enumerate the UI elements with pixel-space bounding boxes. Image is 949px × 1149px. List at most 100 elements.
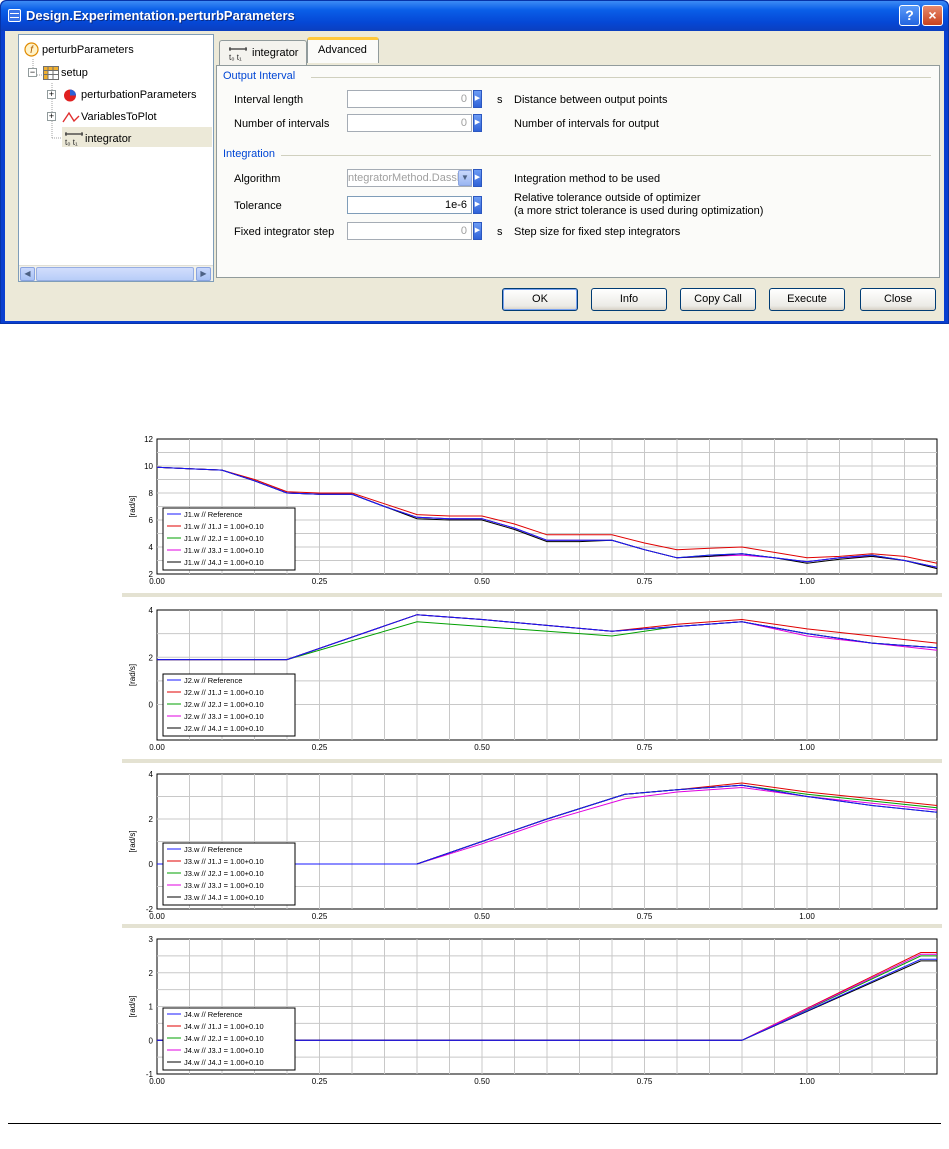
series-line (156, 466, 938, 564)
x-tick-label: 0.00 (149, 912, 165, 921)
legend-entry: J2.w // J4.J = 1.00+0.10 (184, 724, 264, 733)
x-tick-label: 1.00 (799, 912, 815, 921)
number-of-intervals-input[interactable]: 0 (347, 114, 472, 132)
plot-1: 12 10 8 6 4 20.00 0.25 0.50 0.75 1.00 [rad/s] J1.w … (128, 435, 938, 586)
advanced-tab-panel: Output Interval Interval length 0 ▶ s Di… (216, 65, 940, 278)
x-tick-label: 0.75 (637, 743, 653, 752)
x-tick-label: 0.50 (474, 912, 490, 921)
legend-entry: J2.w // J2.J = 1.00+0.10 (184, 700, 264, 709)
y-axis-label: [rad/s] (128, 830, 137, 852)
svg-text:t₀ t₁: t₀ t₁ (229, 53, 242, 62)
x-tick-label: 0.75 (637, 1077, 653, 1086)
legend-entry: J4.w // J3.J = 1.00+0.10 (184, 1046, 264, 1055)
legend-entry: J1.w // Reference (184, 510, 242, 519)
number-of-intervals-menu-arrow-icon[interactable]: ▶ (473, 114, 482, 132)
y-tick-label: 2 (149, 969, 154, 978)
parameter-tree[interactable]: f perturbParameters − setup + (18, 34, 214, 282)
x-tick-label: 1.00 (799, 577, 815, 586)
tree-item-variablestoplot[interactable]: + VariablesToPlot (23, 108, 213, 126)
scrollbar-thumb[interactable] (36, 267, 194, 281)
chevron-down-icon[interactable]: ▼ (458, 170, 472, 186)
algorithm-menu-arrow-icon[interactable]: ▶ (473, 169, 482, 187)
legend-entry: J1.w // J1.J = 1.00+0.10 (184, 522, 264, 531)
fixed-step-description: Step size for fixed step integrators (514, 226, 681, 238)
fixed-step-input[interactable]: 0 (347, 222, 472, 240)
y-tick-label: 1 (149, 1003, 154, 1012)
tree-item-label: perturbParameters (42, 44, 134, 56)
ok-button[interactable]: OK (502, 288, 578, 311)
y-axis-label: [rad/s] (128, 995, 137, 1017)
algorithm-select[interactable]: ntegratorMethod.Dassl (347, 169, 472, 187)
tab-integrator[interactable]: t₀ t₁ integrator (219, 40, 307, 66)
y-tick-label: 6 (149, 516, 154, 525)
plot-area: 12 10 8 6 4 2 0.00 0.25 0.50 0.75 1.00 [rad/s] J1.w … (0, 420, 949, 1123)
expand-toggle-icon[interactable]: + (47, 111, 56, 121)
y-tick-label: 2 (149, 653, 154, 662)
tab-label: integrator (252, 47, 299, 59)
tolerance-description-note: (a more strict tolerance is used during … (514, 205, 764, 217)
y-tick-label: 4 (149, 606, 154, 615)
legend-box (162, 507, 296, 571)
curve-icon (62, 111, 80, 123)
algorithm-label: Algorithm (234, 173, 281, 185)
y-tick-label: 3 (149, 935, 154, 944)
series-line (157, 784, 938, 865)
tolerance-menu-arrow-icon[interactable]: ▶ (473, 196, 482, 214)
tree-item-perturbparameters[interactable]: f perturbParameters (23, 41, 213, 59)
y-tick-label: 12 (144, 435, 153, 444)
interval-length-description: Distance between output points (514, 94, 668, 106)
legend-entry: J1.w // J2.J = 1.00+0.10 (184, 534, 264, 543)
execute-button[interactable]: Execute (769, 288, 845, 311)
tree-horizontal-scrollbar[interactable]: ◀ ▶ (19, 265, 213, 281)
legend-box (162, 1007, 296, 1071)
fixed-step-menu-arrow-icon[interactable]: ▶ (473, 222, 482, 240)
expand-toggle-icon[interactable]: + (47, 89, 56, 99)
series-line (157, 614, 938, 661)
group-divider (281, 155, 931, 156)
legend-entry: J3.w // J2.J = 1.00+0.10 (184, 869, 264, 878)
x-tick-label: 0.00 (149, 743, 165, 752)
legend-entry: J1.w // J3.J = 1.00+0.10 (184, 546, 264, 555)
y-tick-label: 2 (149, 570, 154, 579)
collapse-toggle-icon[interactable]: − (28, 67, 37, 77)
x-tick-label: 0.50 (474, 1077, 490, 1086)
tree-item-integrator[interactable]: t₀ t₁ integrator (23, 130, 213, 148)
copy-call-button[interactable]: Copy Call (680, 288, 756, 311)
title-bar[interactable]: Design.Experimentation.perturbParameters… (1, 1, 948, 31)
window-title: Design.Experimentation.perturbParameters (26, 8, 295, 23)
x-tick-label: 0.25 (312, 743, 328, 752)
close-button[interactable]: Close (860, 288, 936, 311)
interval-length-menu-arrow-icon[interactable]: ▶ (473, 90, 482, 108)
legend-entry: J3.w // Reference (184, 845, 242, 854)
legend-entry: J4.w // J2.J = 1.00+0.10 (184, 1034, 264, 1043)
number-of-intervals-description: Number of intervals for output (514, 118, 659, 130)
y-axis-label: [rad/s] (128, 664, 137, 686)
scroll-left-icon[interactable]: ◀ (20, 267, 35, 281)
legend-entry: J2.w // Reference (184, 676, 242, 685)
legend-box (162, 673, 296, 737)
tree-item-perturbationparameters[interactable]: + perturbationParameters (23, 86, 213, 104)
tolerance-input[interactable]: 1e-6 (347, 196, 472, 214)
tab-advanced[interactable]: Advanced (307, 37, 379, 63)
x-tick-label: 0.25 (312, 1077, 328, 1086)
legend-entry: J2.w // J1.J = 1.00+0.10 (184, 688, 264, 697)
info-button[interactable]: Info (591, 288, 667, 311)
legend-box (162, 842, 296, 906)
x-tick-label: 1.00 (799, 1077, 815, 1086)
tolerance-description: Relative tolerance outside of optimizer (514, 192, 701, 204)
help-button[interactable]: ? (899, 5, 920, 26)
close-window-button[interactable]: × (922, 5, 943, 26)
svg-text:f: f (30, 45, 34, 56)
scroll-right-icon[interactable]: ▶ (196, 267, 211, 281)
interval-length-input[interactable]: 0 (347, 90, 472, 108)
output-interval-heading: Output Interval (223, 70, 296, 82)
x-tick-label: 0.75 (637, 577, 653, 586)
tab-label: Advanced (318, 44, 367, 56)
legend-entry: J1.w // J4.J = 1.00+0.10 (184, 558, 264, 567)
x-tick-label: 0.25 (312, 912, 328, 921)
window-icon (8, 9, 21, 22)
y-tick-label: -2 (146, 905, 154, 914)
tree-item-label: perturbationParameters (81, 89, 197, 101)
tree-item-setup[interactable]: − setup (23, 64, 213, 82)
